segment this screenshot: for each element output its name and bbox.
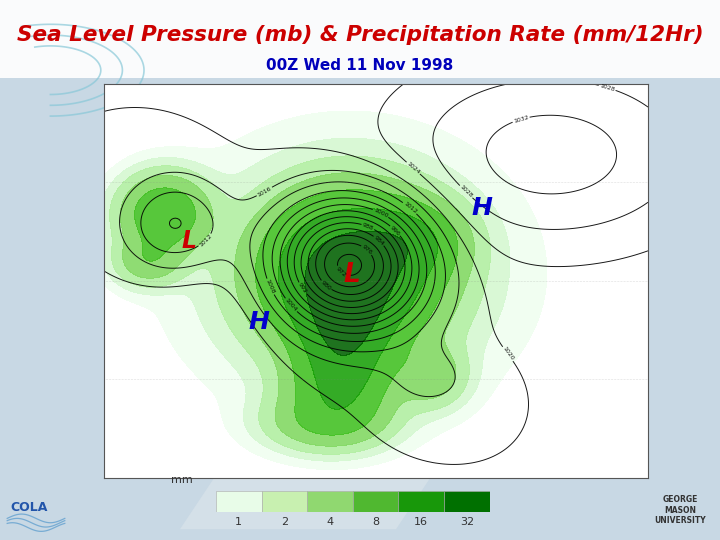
Text: 1020: 1020 [501,346,514,362]
Text: 2: 2 [281,517,288,527]
Polygon shape [180,475,432,529]
Text: 996: 996 [390,225,401,237]
Bar [398,491,444,512]
Text: 16: 16 [414,517,428,527]
Text: L: L [181,230,196,253]
Text: 32: 32 [460,517,474,527]
Text: 984: 984 [373,235,385,246]
Text: 1012: 1012 [402,201,418,215]
Bar [444,491,490,512]
Text: 980: 980 [320,280,332,291]
Text: 1032: 1032 [513,114,529,124]
Bar [216,491,261,512]
Text: 1008: 1008 [265,279,276,295]
Text: 1016: 1016 [256,186,272,198]
Text: 1028: 1028 [599,83,616,92]
Text: Sea Level Pressure (mb) & Precipitation Rate (mm/12Hr): Sea Level Pressure (mb) & Precipitation … [17,25,703,45]
Text: 4: 4 [326,517,333,527]
Text: L: L [343,262,360,288]
Text: 00Z Wed 11 Nov 1998: 00Z Wed 11 Nov 1998 [266,58,454,73]
Text: H: H [472,196,492,220]
Text: 1000: 1000 [373,207,389,219]
Bar [261,491,307,512]
Bar [307,491,353,512]
Text: 1012: 1012 [198,233,213,248]
Text: 992: 992 [297,282,308,295]
Text: 1028: 1028 [459,185,473,199]
Text: 1: 1 [235,517,243,527]
Text: 976: 976 [361,244,373,255]
Text: 972: 972 [335,266,347,278]
Text: COLA: COLA [10,501,48,514]
Text: 8: 8 [372,517,379,527]
Text: H: H [249,310,270,334]
Text: 1004: 1004 [284,298,298,313]
Text: 988: 988 [361,222,374,231]
Text: GEORGE
MASON
UNIVERSITY: GEORGE MASON UNIVERSITY [654,495,706,525]
Bar [353,491,398,512]
Text: mm: mm [171,475,193,485]
Text: 1024: 1024 [405,161,420,175]
Bar [0,0,720,78]
